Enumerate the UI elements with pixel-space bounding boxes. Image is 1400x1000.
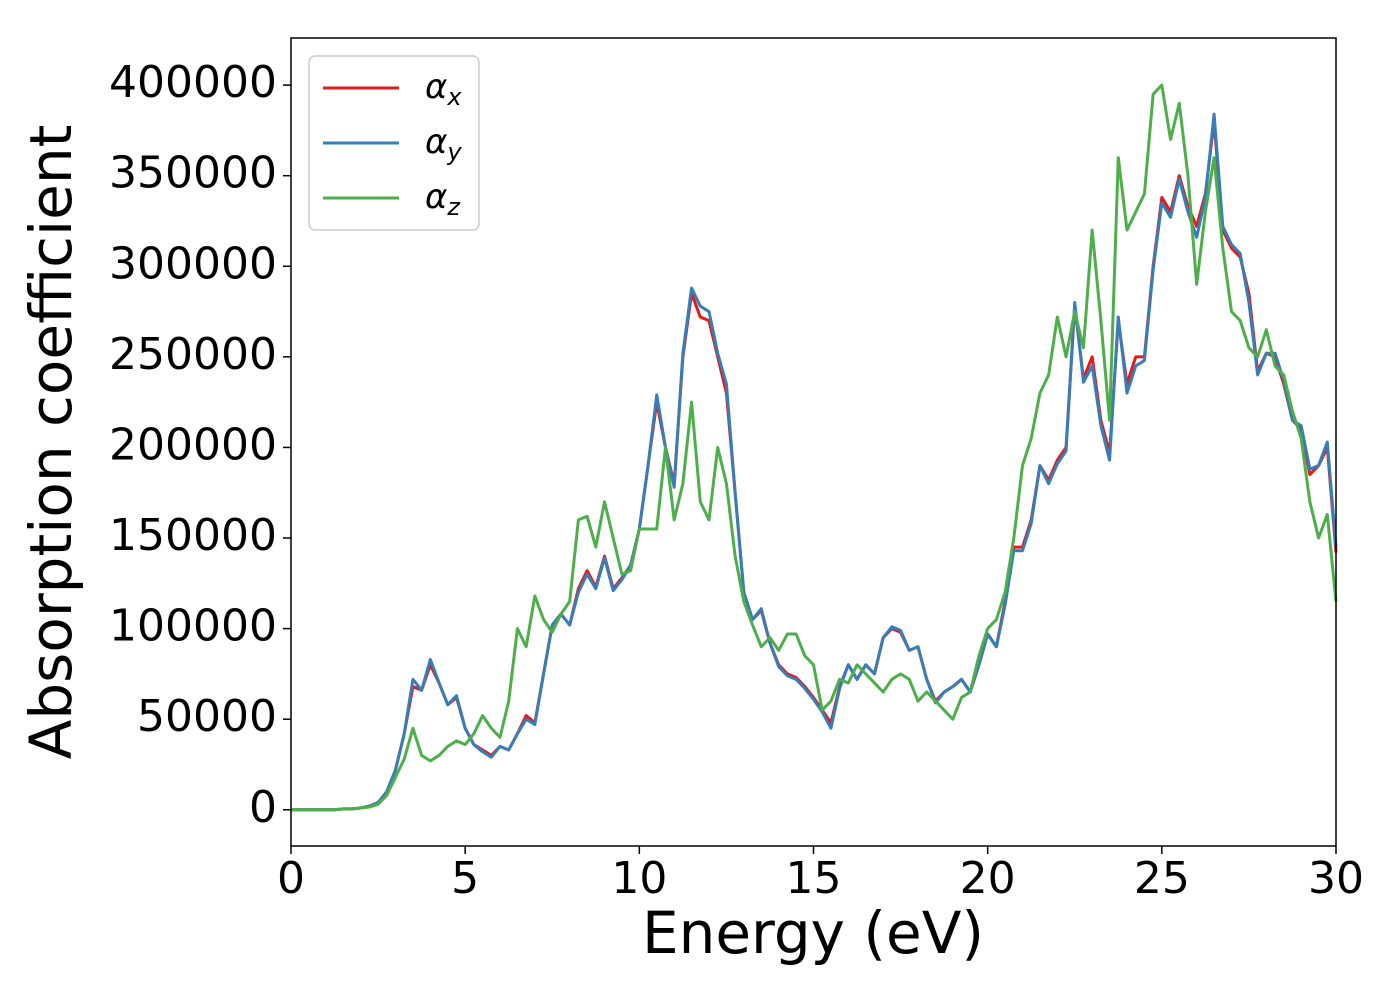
- y-tick-label: 300000: [109, 238, 277, 289]
- y-tick-label: 400000: [109, 57, 277, 108]
- x-tick-label: 30: [1308, 853, 1364, 904]
- series-line: [291, 83, 1338, 812]
- y-tick-label: 50000: [137, 691, 277, 742]
- plot-frame: [290, 37, 1337, 847]
- x-axis-label: Energy (eV): [642, 899, 984, 967]
- x-tick-label: 25: [1134, 853, 1190, 904]
- y-tick-label: 250000: [109, 329, 277, 380]
- y-axis-label: Absorption coefficient: [17, 125, 85, 760]
- y-tick-label: 200000: [109, 419, 277, 470]
- x-tick-label: 5: [451, 853, 479, 904]
- y-tick-label: 350000: [109, 148, 277, 199]
- y-tick-label: 150000: [109, 510, 277, 561]
- legend-label: αy: [425, 122, 462, 167]
- x-tick-label: 15: [786, 853, 842, 904]
- x-tick-label: 0: [277, 853, 305, 904]
- series-line: [291, 112, 1338, 812]
- legend-label: αx: [425, 67, 462, 112]
- y-tick-label: 100000: [109, 601, 277, 652]
- legend-label: αz: [425, 177, 461, 222]
- x-tick-label: 20: [960, 853, 1016, 904]
- y-tick-label: 0: [249, 782, 277, 833]
- x-tick-label: 10: [611, 853, 667, 904]
